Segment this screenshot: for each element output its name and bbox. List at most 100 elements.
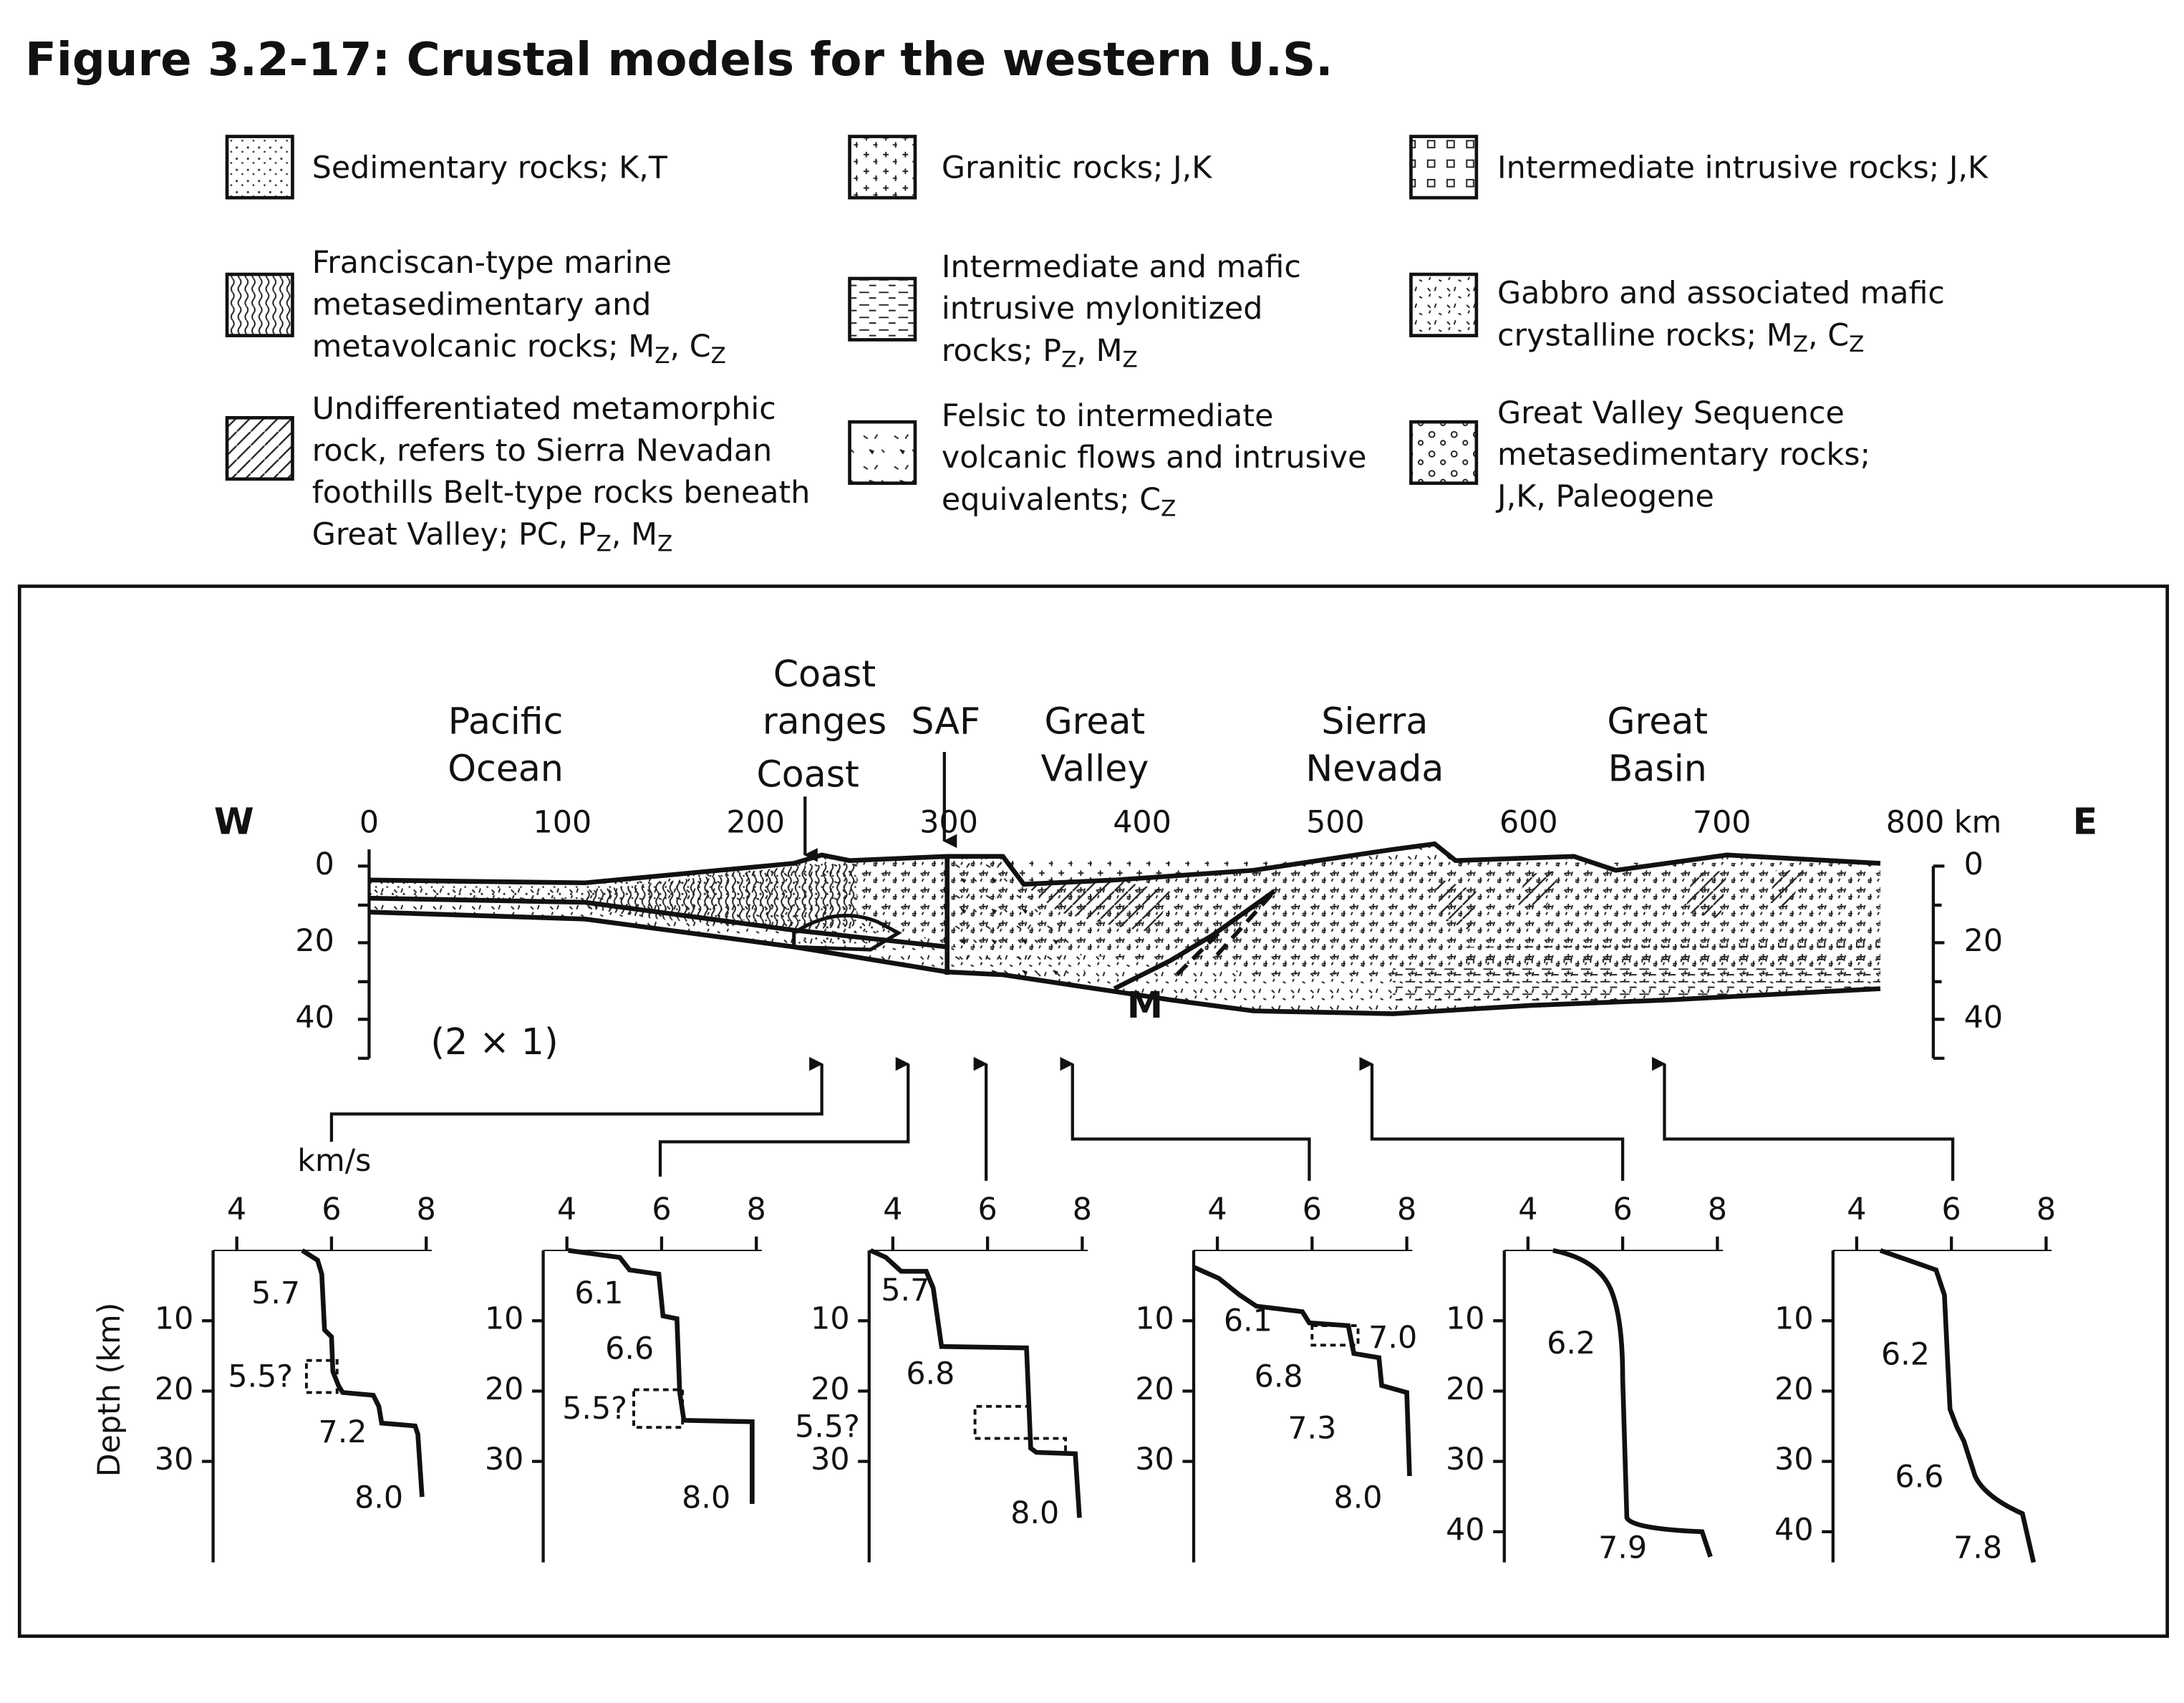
depth-tick-label: 40 xyxy=(1964,1000,2003,1036)
depth-tick-label: 10 xyxy=(1135,1301,1174,1337)
subscript: Z xyxy=(1161,496,1176,522)
text-part: metavolcanic rocks; M xyxy=(312,329,654,365)
text-part: crystalline rocks; M xyxy=(1497,317,1793,353)
text-line: rocks; PZ, MZ xyxy=(942,332,1138,372)
text-line: intrusive mylonitized xyxy=(942,291,1262,327)
subscript: Z xyxy=(711,343,726,369)
text-line: Intermediate and mafic xyxy=(942,249,1301,285)
east-label: E xyxy=(2073,801,2098,843)
velocity-tick-label: 6 xyxy=(978,1192,997,1227)
text-line: metavolcanic rocks; MZ, CZ xyxy=(312,329,726,369)
velocity-label: 5.7 xyxy=(881,1273,929,1308)
region-label: Sierra xyxy=(1321,700,1428,743)
text-line: Undifferentiated metamorphic xyxy=(312,391,776,427)
depth-tick-label: 30 xyxy=(485,1442,523,1477)
velocity-label: 7.0 xyxy=(1368,1320,1417,1356)
coast-label: Coast xyxy=(756,753,859,795)
connectors xyxy=(329,1056,1955,1181)
x-tick-label: 200 xyxy=(726,805,785,841)
subscript: Z xyxy=(1793,332,1808,357)
text-part: rocks; P xyxy=(942,332,1061,368)
depth-tick-label: 40 xyxy=(1446,1512,1484,1548)
region-label: Great xyxy=(1045,700,1146,743)
velocity-label: 6.6 xyxy=(1895,1459,1943,1495)
velocity-label: 6.8 xyxy=(1255,1359,1303,1394)
text-line: Granitic rocks; J,K xyxy=(942,150,1212,186)
velocity-label: 8.0 xyxy=(1334,1480,1383,1516)
legend-swatch xyxy=(1409,420,1479,486)
subscript: Z xyxy=(654,343,670,369)
text-line: Franciscan-type marine xyxy=(312,245,672,281)
text-line: Felsic to intermediate xyxy=(942,398,1274,434)
legend-swatch xyxy=(848,276,917,342)
legend-swatch xyxy=(848,420,917,486)
text-line: metasedimentary rocks; xyxy=(1497,437,1870,473)
legend-swatch xyxy=(848,135,917,200)
velocity-label: 6.1 xyxy=(574,1275,623,1311)
text-line: rock, refers to Sierra Nevadan xyxy=(312,433,773,468)
velocity-tick-label: 6 xyxy=(322,1192,341,1227)
text-line: Sedimentary rocks; K,T xyxy=(312,150,668,186)
velocity-tick-label: 4 xyxy=(1518,1192,1537,1227)
text-line: crystalline rocks; MZ, CZ xyxy=(1497,317,1864,357)
x-tick-label: 0 xyxy=(359,805,379,841)
velocity-tick-label: 6 xyxy=(1303,1192,1322,1227)
text-line: Intermediate intrusive rocks; J,K xyxy=(1497,150,1989,186)
text-part: , M xyxy=(1076,332,1122,368)
title: Figure 3.2-17: Crustal models for the we… xyxy=(25,33,1333,87)
text-line: foothills Belt-type rocks beneath xyxy=(312,475,811,511)
region-label: Ocean xyxy=(448,748,564,790)
velocity-tick-label: 4 xyxy=(1207,1192,1227,1227)
depth-tick-label: 0 xyxy=(315,846,334,882)
subscript: Z xyxy=(1849,332,1864,357)
depth-tick-label: 10 xyxy=(485,1301,523,1337)
x-tick-label: 100 xyxy=(533,805,592,841)
text-line: Gabbro and associated mafic xyxy=(1497,276,1945,312)
text-part: Great Valley; PC, P xyxy=(312,516,596,552)
text-part: , M xyxy=(612,516,657,552)
depth-tick-label: 40 xyxy=(1774,1512,1813,1548)
depth-tick-label: 20 xyxy=(1446,1371,1484,1407)
velocity-tick-label: 4 xyxy=(227,1192,246,1227)
text-line: Great Valley; PC, PZ, MZ xyxy=(312,516,673,556)
region-label: Basin xyxy=(1608,748,1707,790)
depth-tick-label: 10 xyxy=(811,1301,849,1337)
velocity-label: 6.6 xyxy=(605,1331,654,1367)
subscript: Z xyxy=(1061,347,1076,373)
region-label: Nevada xyxy=(1305,748,1444,790)
subscript: Z xyxy=(596,531,612,556)
legend-swatch xyxy=(225,415,294,481)
x-tick-label: 800 xyxy=(1886,805,1945,841)
velocity-tick-label: 6 xyxy=(1942,1192,1961,1227)
moho-label: M xyxy=(1127,984,1163,1026)
depth-tick-label: 30 xyxy=(1446,1442,1484,1477)
depth-tick-label: 0 xyxy=(1964,846,1984,882)
x-tick-label: 600 xyxy=(1499,805,1558,841)
subscript: Z xyxy=(1123,347,1138,373)
velocity-tick-label: 4 xyxy=(883,1192,902,1227)
velocity-label: 8.0 xyxy=(354,1480,403,1516)
velocity-label: 5.5? xyxy=(228,1359,293,1394)
depth-tick-label: 30 xyxy=(1135,1442,1174,1477)
velocity-unit: km/s xyxy=(297,1143,371,1179)
text-line: equivalents; CZ xyxy=(942,481,1176,521)
depth-tick-label: 20 xyxy=(1964,923,2003,959)
legend-swatch xyxy=(1409,272,1479,337)
x-unit: km xyxy=(1954,805,2001,841)
depth-tick-label: 20 xyxy=(1774,1371,1813,1407)
velocity-label: 6.1 xyxy=(1224,1303,1272,1339)
region-label: Pacific xyxy=(448,700,564,743)
x-tick-label: 400 xyxy=(1113,805,1171,841)
depth-tick-label: 20 xyxy=(485,1371,523,1407)
velocity-curves xyxy=(301,1248,2036,1563)
text-line: Great Valley Sequence xyxy=(1497,395,1845,431)
velocity-tick-label: 4 xyxy=(1847,1192,1866,1227)
region-label: Valley xyxy=(1041,748,1149,790)
subscript: Z xyxy=(657,531,672,556)
velocity-tick-label: 8 xyxy=(417,1192,436,1227)
text-part: equivalents; C xyxy=(942,481,1161,517)
text-line: J,K, Paleogene xyxy=(1495,479,1714,515)
velocity-label: 6.8 xyxy=(906,1356,955,1392)
cross-section xyxy=(357,751,1945,1060)
